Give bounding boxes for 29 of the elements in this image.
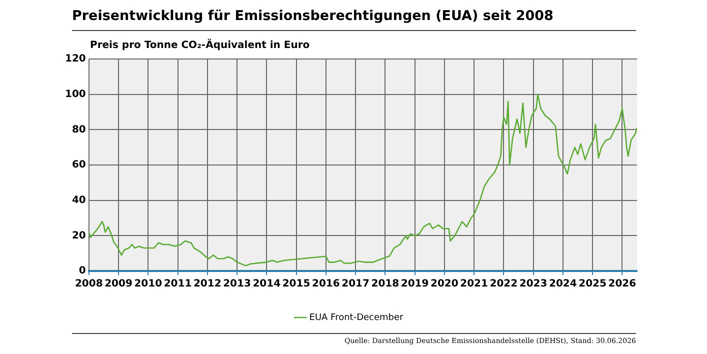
x-tick-label: 2024	[549, 278, 577, 290]
x-tick-label: 2015	[282, 278, 310, 290]
x-tick-label: 2021	[460, 278, 488, 290]
x-tick-label: 2016	[312, 278, 340, 290]
x-tick-label: 2023	[519, 278, 548, 290]
x-tick-label: 2013	[223, 278, 251, 290]
x-tick-label: 2019	[400, 278, 429, 290]
x-tick-label: 2011	[164, 278, 192, 290]
x-tick-label: 2012	[193, 278, 222, 290]
x-tick-label: 2010	[134, 278, 162, 290]
y-tick-label: 100	[65, 88, 86, 100]
x-tick-label: 2020	[430, 278, 458, 290]
legend-label: EUA Front-December	[309, 312, 404, 323]
x-tick-label: 2014	[252, 278, 281, 290]
y-axis-title: Preis pro Tonne CO₂-Äquivalent in Euro	[90, 40, 310, 51]
x-tick-label: 2026	[608, 278, 636, 290]
chart-title: Preisentwicklung für Emissionsberechtigungen (EUA) seit 2008	[72, 8, 636, 31]
y-tick-label: 20	[72, 230, 86, 242]
x-tick-label: 2025	[578, 278, 607, 290]
y-tick-label: 120	[65, 54, 86, 65]
x-tick-label: 2009	[104, 278, 132, 290]
x-tick-label: 2022	[490, 278, 518, 290]
x-tick-label: 2018	[371, 278, 400, 290]
y-tick-label: 80	[72, 124, 86, 136]
y-tick-label: 60	[72, 160, 86, 171]
x-tick-label: 2008	[74, 278, 103, 290]
y-tick-label: 0	[78, 266, 86, 277]
x-tick-label: 2017	[342, 278, 370, 290]
y-tick-label: 40	[72, 194, 86, 206]
